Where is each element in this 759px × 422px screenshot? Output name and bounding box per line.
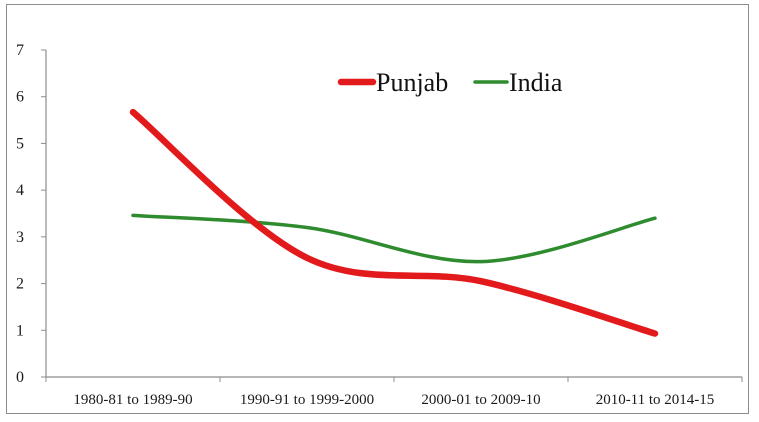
series-lines — [129, 108, 659, 337]
y-tick-label: 7 — [16, 42, 24, 59]
y-tick-label: 6 — [16, 89, 24, 106]
y-tick-label: 5 — [16, 135, 24, 152]
x-tick-label: 1990-91 to 1999-2000 — [240, 392, 374, 408]
y-tick-label: 2 — [16, 276, 24, 293]
legend: Punjab India — [337, 68, 563, 97]
chart-frame — [6, 4, 749, 414]
x-tick-label: 2000-01 to 2009-10 — [421, 392, 540, 408]
y-axis-tick-labels: 0 1 2 3 4 5 6 7 — [16, 42, 46, 386]
y-tick-label: 3 — [16, 229, 24, 246]
x-tick-label: 2010-11 to 2014-15 — [596, 392, 715, 408]
x-axis-tick-labels: 1980-81 to 1989-90 1990-91 to 1999-2000 20… — [45, 377, 743, 408]
y-tick-label: 1 — [16, 322, 24, 339]
legend-label-punjab: Punjab — [376, 68, 448, 97]
y-tick-label: 4 — [16, 182, 24, 199]
x-tick-label: 1980-81 to 1989-90 — [73, 392, 192, 408]
series-line-india — [131, 213, 657, 264]
series-line-punjab — [129, 108, 659, 337]
legend-label-india: India — [509, 68, 563, 97]
y-tick-label: 0 — [16, 369, 24, 386]
